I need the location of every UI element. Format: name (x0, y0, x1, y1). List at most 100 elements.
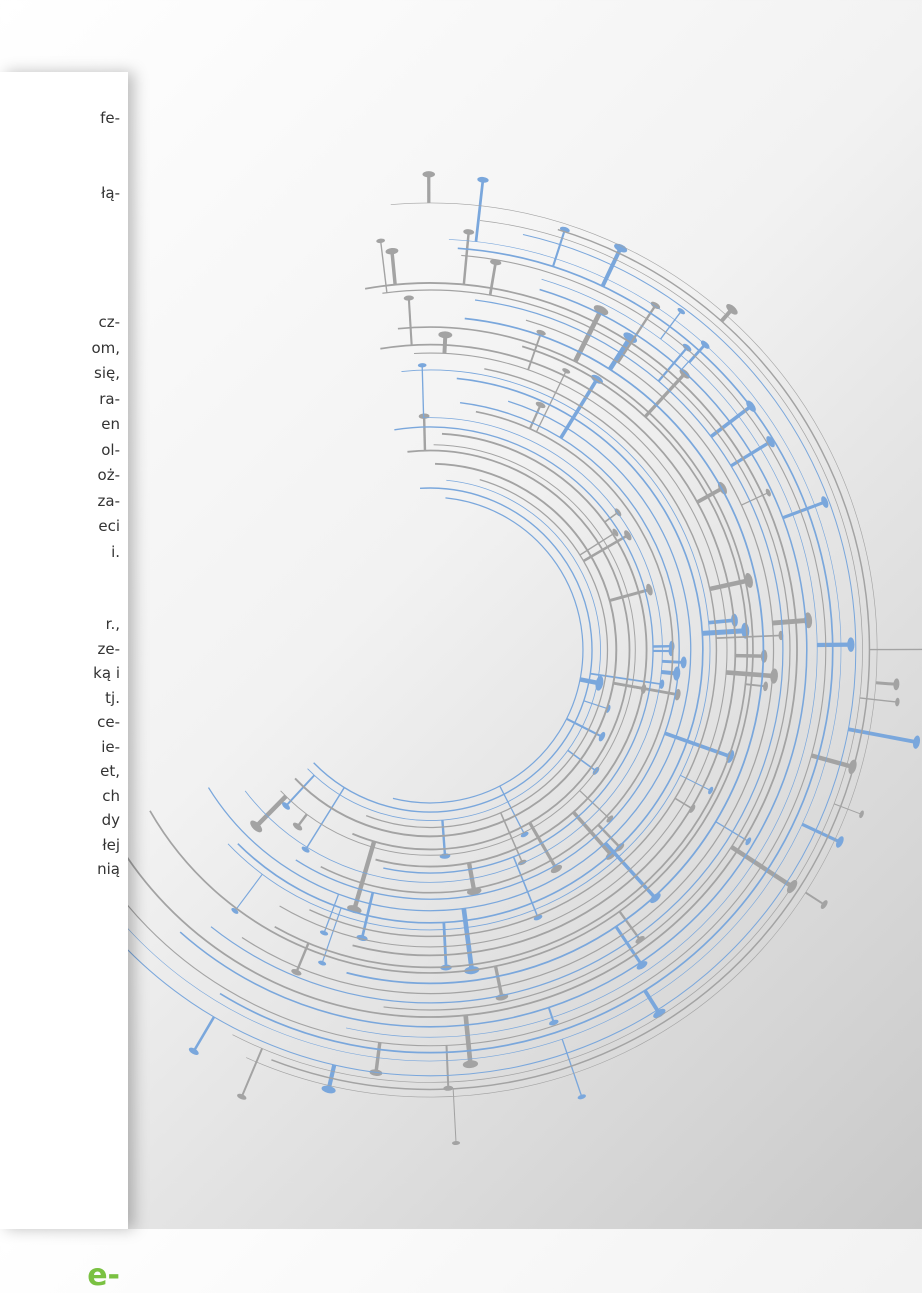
decoration-line (383, 427, 653, 873)
text-fragment: en (101, 415, 120, 433)
decoration-line (763, 681, 769, 691)
decoration-line (676, 307, 686, 316)
decoration-line (702, 631, 745, 634)
decoration-line (726, 672, 774, 676)
text-fragment: dy (102, 811, 120, 829)
decoration-line (418, 363, 427, 368)
decoration-line (490, 262, 496, 295)
decoration-line (802, 824, 840, 842)
decoration-line (610, 338, 630, 370)
decoration-line (235, 874, 262, 911)
decoration-line (404, 295, 415, 301)
text-fragment: eci (98, 517, 120, 535)
decoration-line (452, 1141, 460, 1145)
decoration-line (893, 678, 900, 690)
decoration-line (772, 620, 808, 623)
decoration-line (819, 899, 829, 910)
decoration-line (256, 796, 286, 826)
decoration-line (464, 909, 472, 971)
decoration-line (561, 367, 571, 375)
decoration-line (308, 480, 601, 820)
decoration-line (352, 451, 629, 850)
decoration-line (584, 701, 608, 709)
decoration-line (296, 403, 679, 900)
decoration-line (238, 378, 703, 922)
text-fragment: tj. (105, 689, 120, 707)
text-fragment: łą- (101, 184, 120, 202)
decoration-line (860, 698, 898, 702)
decoration-line (392, 251, 395, 284)
text-fragment: r., (106, 615, 120, 633)
text-fragment: om, (91, 339, 120, 357)
decoration-line (422, 365, 423, 417)
decoration-line (295, 464, 616, 837)
text-fragment: cz- (98, 313, 120, 331)
decoration-line (477, 176, 489, 183)
decoration (0, 0, 922, 1229)
decoration-line (466, 1015, 471, 1064)
decoration-line (422, 171, 435, 177)
decoration-line (463, 229, 474, 235)
text-fragment: i. (111, 543, 120, 561)
text-fragment: ie- (101, 738, 120, 756)
decoration-line (286, 775, 314, 806)
decoration-line (469, 863, 474, 891)
decoration-line (613, 683, 643, 689)
decoration-line (858, 810, 865, 819)
decoration-line (439, 853, 450, 859)
text-fragment: ką i (93, 664, 120, 682)
decoration-line (321, 412, 673, 893)
decoration-line (194, 1017, 214, 1051)
text-fragment: oż- (98, 466, 120, 484)
decoration-line (211, 300, 783, 1003)
decoration-line (319, 929, 329, 936)
text-fragment: et, (100, 762, 120, 780)
decoration-line (661, 311, 682, 339)
text-fragment: fe- (100, 109, 120, 127)
decoration-line (912, 735, 921, 750)
decoration-line (127, 283, 797, 1017)
text-fragment: ol- (101, 441, 120, 459)
text-fragment: ce- (97, 713, 120, 731)
decoration-line (876, 683, 897, 685)
decoration-line (673, 666, 681, 681)
decoration-line (616, 927, 642, 966)
decoration-line (376, 238, 385, 243)
decoration-line (603, 248, 621, 286)
decoration-line (462, 1060, 478, 1069)
text-fragment: łej (102, 836, 120, 854)
decoration-line (347, 318, 764, 983)
decoration-line (366, 480, 607, 828)
decoration-line (580, 791, 610, 819)
decoration-line (806, 893, 825, 905)
text-fragment: się, (94, 364, 120, 382)
decoration-line (745, 684, 765, 686)
text-fragment: za- (98, 492, 120, 510)
text-fragment: ch (102, 787, 120, 805)
decoration-line (442, 820, 445, 856)
decoration-line (236, 1093, 247, 1101)
decoration-line (245, 418, 662, 883)
decoration-line (597, 731, 606, 742)
decoration-line (314, 488, 592, 812)
decoration-line (438, 331, 452, 339)
decoration-line (680, 656, 686, 668)
decoration-line (848, 729, 916, 742)
decoration-line (385, 247, 398, 255)
decoration-line (577, 1093, 587, 1100)
decoration-line (393, 498, 583, 803)
decoration-line (242, 1049, 262, 1097)
decoration-line (188, 1046, 200, 1056)
decoration-line (317, 960, 326, 967)
decoration-line (476, 180, 483, 242)
decoration-line (770, 668, 779, 684)
text-fragment: nią (97, 860, 120, 878)
decoration-line (409, 298, 412, 345)
decoration-line (424, 416, 425, 450)
decoration-line (496, 966, 502, 997)
text-fragment: ra- (99, 390, 120, 408)
decoration-line (120, 239, 841, 1061)
decoration-line (895, 697, 900, 706)
